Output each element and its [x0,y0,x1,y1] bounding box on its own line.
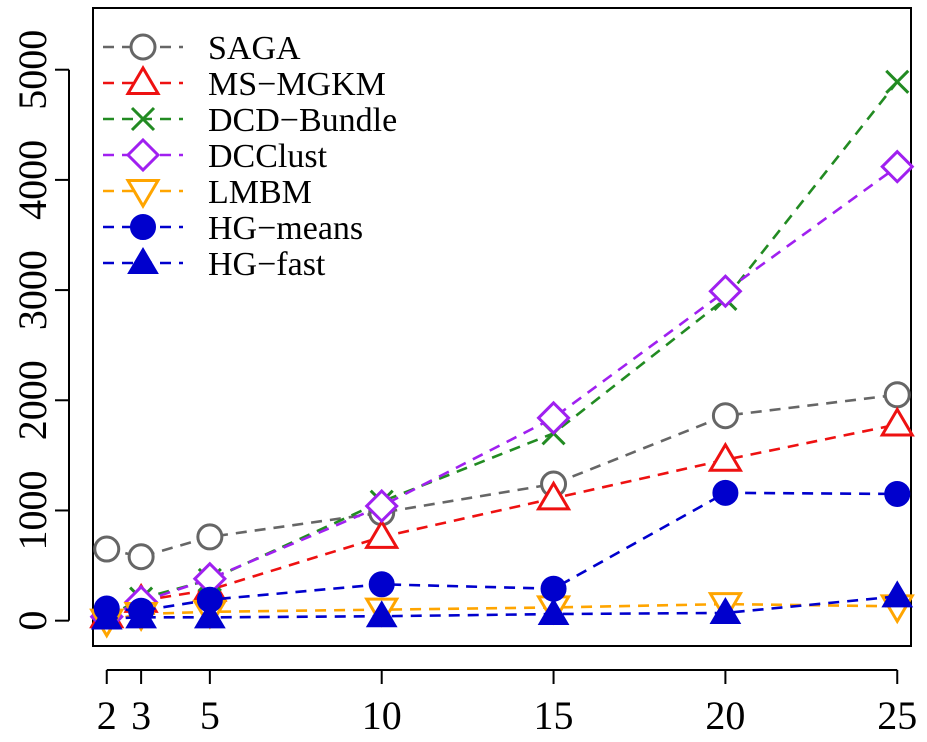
data-point-ms-mgkm [879,406,915,437]
legend-entry-hg-means: HG−means [103,210,363,247]
data-point-saga [196,523,224,551]
legend-entry-dcd-bundle: DCD−Bundle [103,102,397,139]
legend-label: SAGA [208,30,301,67]
y-tick-label: 0 [10,611,55,631]
y-tick-label: 4000 [10,140,55,220]
legend-label: HG−fast [208,246,326,283]
data-point-hg-fast [881,580,914,608]
data-point-saga [127,543,155,571]
axes: 2 3 5 10 15 20 25 0 1000 2000 3000 4000 5000 [10,30,917,738]
legend-label: HG−means [208,210,363,247]
data-point-ms-mgkm [535,480,572,511]
legend-entry-lmbm: LMBM [103,174,312,211]
data-point-hg-means [712,479,739,506]
data-point-dcclust [364,488,399,524]
data-point-hg-fast [125,601,157,629]
legend-marker [130,106,156,132]
x-tick-label: 10 [362,693,402,738]
legend-marker [127,247,159,274]
x-tick-label: 3 [131,693,151,738]
x-tick-label: 20 [705,693,745,738]
legend-label: DCD−Bundle [208,102,397,139]
legend-label: LMBM [208,174,312,211]
x-tick-label: 2 [97,693,117,738]
series-line-saga [106,393,898,559]
data-point-ms-mgkm [364,518,400,549]
x-tick-label: 15 [534,693,574,738]
legend-marker [130,214,156,240]
data-point-hg-fast [193,601,226,629]
data-point-hg-fast [365,600,398,628]
data-point-saga [711,402,739,430]
legend-label: MS−MGKM [208,66,386,103]
series-line-hg-means [106,491,898,613]
x-tick-label: 25 [877,693,917,738]
legend-marker [125,179,161,209]
legend-entry-ms-mgkm: MS−MGKM [103,65,386,103]
legend-marker [129,33,157,61]
data-point-hg-fast [537,598,570,626]
y-tick-label: 3000 [10,250,55,330]
data-point-hg-means [368,571,395,598]
data-point-dcd-bundle [885,69,910,94]
data-point-dcclust [880,149,915,184]
series-saga [93,381,911,571]
legend-entry-dcclust: DCClust [103,137,328,175]
legend-marker [125,137,161,173]
data-point-hg-means [540,575,567,602]
data-point-hg-fast [90,602,123,630]
y-tick-label: 1000 [10,470,55,550]
legend: SAGAMS−MGKMDCD−BundleDCClustLMBMHG−means… [103,30,397,283]
series-hg-fast [90,580,914,630]
y-tick-label: 5000 [10,30,55,110]
legend-label: DCClust [208,138,328,175]
data-point-saga [93,535,121,563]
legend-marker [125,65,161,95]
data-point-hg-means [884,480,911,507]
data-point-ms-mgkm [707,441,744,472]
series-hg-means [93,479,911,624]
series-group [89,69,915,639]
legend-entry-saga: SAGA [103,30,301,67]
data-point-dcclust [708,274,743,309]
legend-entry-hg-fast: HG−fast [103,246,326,283]
data-point-hg-fast [709,596,742,624]
y-tick-label: 2000 [10,360,55,440]
data-point-saga [883,381,911,409]
data-point-dcclust [536,400,571,436]
plot-frame [92,7,912,647]
x-tick-label: 5 [200,693,220,738]
